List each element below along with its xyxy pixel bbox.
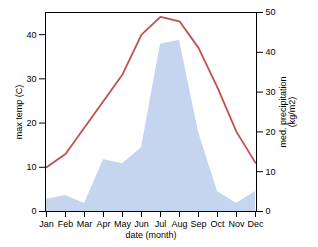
svg-text:Jul: Jul — [155, 219, 167, 229]
svg-text:Nov: Nov — [228, 219, 245, 229]
svg-text:Oct: Oct — [210, 219, 225, 229]
svg-text:date (month): date (month) — [125, 230, 176, 240]
svg-text:10: 10 — [266, 167, 276, 177]
svg-text:10: 10 — [26, 162, 36, 172]
svg-text:Mar: Mar — [77, 219, 93, 229]
svg-text:50: 50 — [266, 7, 276, 17]
svg-text:Jun: Jun — [134, 219, 149, 229]
svg-text:Dec: Dec — [247, 219, 264, 229]
svg-text:Jan: Jan — [39, 219, 54, 229]
svg-text:May: May — [114, 219, 132, 229]
svg-text:40: 40 — [26, 29, 36, 39]
svg-text:0: 0 — [266, 206, 271, 216]
svg-text:Apr: Apr — [96, 219, 110, 229]
svg-text:0: 0 — [31, 206, 36, 216]
svg-text:Aug: Aug — [171, 219, 187, 229]
svg-text:30: 30 — [26, 74, 36, 84]
svg-text:30: 30 — [266, 87, 276, 97]
svg-text:max temp (C): max temp (C) — [14, 85, 24, 140]
svg-text:Feb: Feb — [58, 219, 74, 229]
svg-text:20: 20 — [266, 127, 276, 137]
svg-text:med. precipitation(kg/m2): med. precipitation(kg/m2) — [278, 76, 297, 147]
svg-text:20: 20 — [26, 118, 36, 128]
svg-text:40: 40 — [266, 47, 276, 57]
svg-text:Sep: Sep — [190, 219, 206, 229]
